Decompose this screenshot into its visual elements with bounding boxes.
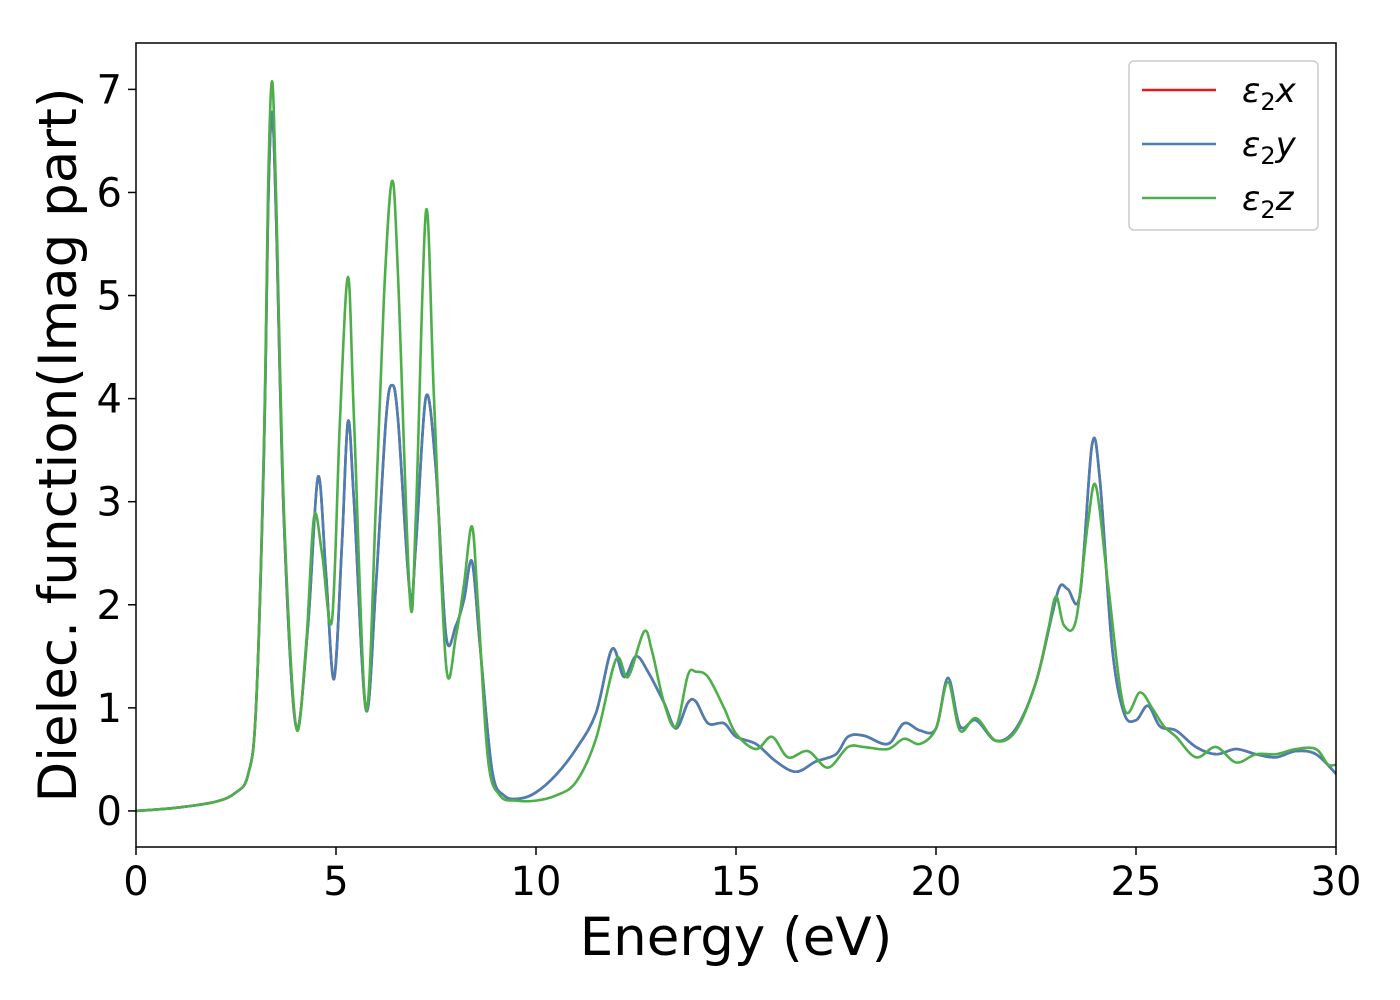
x-axis: 0 5 10 15 20 25 30: [123, 847, 1361, 905]
x-tick-label: 30: [1311, 859, 1362, 905]
legend-label-y: ε2y: [1242, 125, 1297, 170]
legend-box: [1128, 60, 1319, 231]
y-tick-label: 6: [97, 170, 122, 216]
y-tick-label: 1: [97, 686, 122, 732]
y-tick-label: 7: [97, 67, 122, 113]
x-tick-label: 15: [711, 859, 762, 905]
y-tick-label: 0: [97, 789, 122, 835]
y-tick-label: 2: [97, 583, 122, 629]
y-axis: 0 1 2 3 4 5 6 7: [97, 67, 136, 835]
x-tick-label: 20: [911, 859, 962, 905]
x-tick-label: 0: [123, 859, 148, 905]
series-layer: [136, 79, 1336, 813]
y-tick-label: 3: [97, 480, 122, 526]
y-tick-label: 5: [97, 274, 122, 320]
legend: ε2x ε2y ε2z: [1128, 60, 1319, 231]
x-tick-label: 25: [1111, 859, 1162, 905]
legend-label-z: ε2z: [1242, 179, 1295, 224]
x-tick-label: 5: [323, 859, 348, 905]
legend-label-x: ε2x: [1242, 71, 1297, 116]
y-tick-label: 4: [97, 377, 122, 423]
x-axis-label: Energy (eV): [580, 907, 893, 968]
series-line-z: [136, 79, 1336, 813]
x-tick-label: 10: [511, 859, 562, 905]
y-axis-label: Dielec. function(Imag part): [28, 87, 89, 802]
